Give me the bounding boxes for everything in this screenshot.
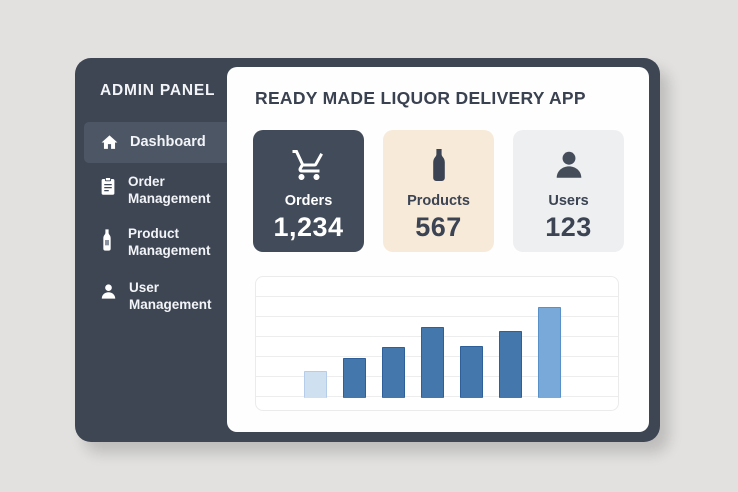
cart-icon: [291, 145, 327, 185]
chart-bar: [421, 327, 444, 398]
chart-bar: [304, 371, 327, 398]
person-icon: [551, 145, 587, 185]
stat-value: 1,234: [273, 212, 344, 242]
main-content-panel: READY MADE LIQUOR DELIVERY APP Orders 1,…: [227, 67, 649, 432]
orders-bar-chart-card: [255, 276, 619, 411]
chart-bar: [343, 358, 366, 398]
sidebar-item-user-management[interactable]: User Management: [99, 280, 225, 313]
order-icon: [99, 176, 117, 207]
stat-label: Orders: [284, 193, 333, 209]
chart-bar: [382, 347, 405, 398]
sidebar-item-dashboard[interactable]: Dashboard: [84, 122, 227, 163]
sidebar-item-product-management[interactable]: Product Management: [99, 226, 225, 259]
home-icon: [100, 133, 119, 152]
stat-card-products[interactable]: Products 567: [383, 130, 494, 252]
stat-card-orders[interactable]: Orders 1,234: [253, 130, 364, 252]
stat-label: Products: [407, 193, 470, 209]
sidebar-item-label: Product Management: [128, 226, 211, 258]
sidebar-title: ADMIN PANEL: [100, 82, 216, 99]
chart-bar: [499, 331, 522, 398]
bottle-icon: [99, 228, 117, 259]
sidebar-item-label: Order Management: [128, 174, 211, 206]
user-icon: [99, 282, 118, 313]
chart-bar: [460, 346, 483, 398]
stat-value: 123: [545, 212, 592, 242]
page-title: READY MADE LIQUOR DELIVERY APP: [255, 88, 586, 108]
sidebar-item-label: Dashboard: [130, 134, 206, 151]
sidebar-item-order-management[interactable]: Order Management: [99, 174, 225, 207]
stat-card-users[interactable]: Users 123: [513, 130, 624, 252]
admin-panel-window: ADMIN PANEL Dashboard Order Management: [75, 58, 660, 442]
bottle-icon: [427, 145, 451, 185]
stat-label: Users: [548, 193, 589, 209]
stats-row: Orders 1,234 Products 567: [253, 130, 624, 252]
sidebar-item-label: User Management: [129, 280, 212, 312]
chart-bar: [538, 307, 561, 398]
bar-chart: [304, 277, 618, 398]
stat-value: 567: [415, 212, 462, 242]
